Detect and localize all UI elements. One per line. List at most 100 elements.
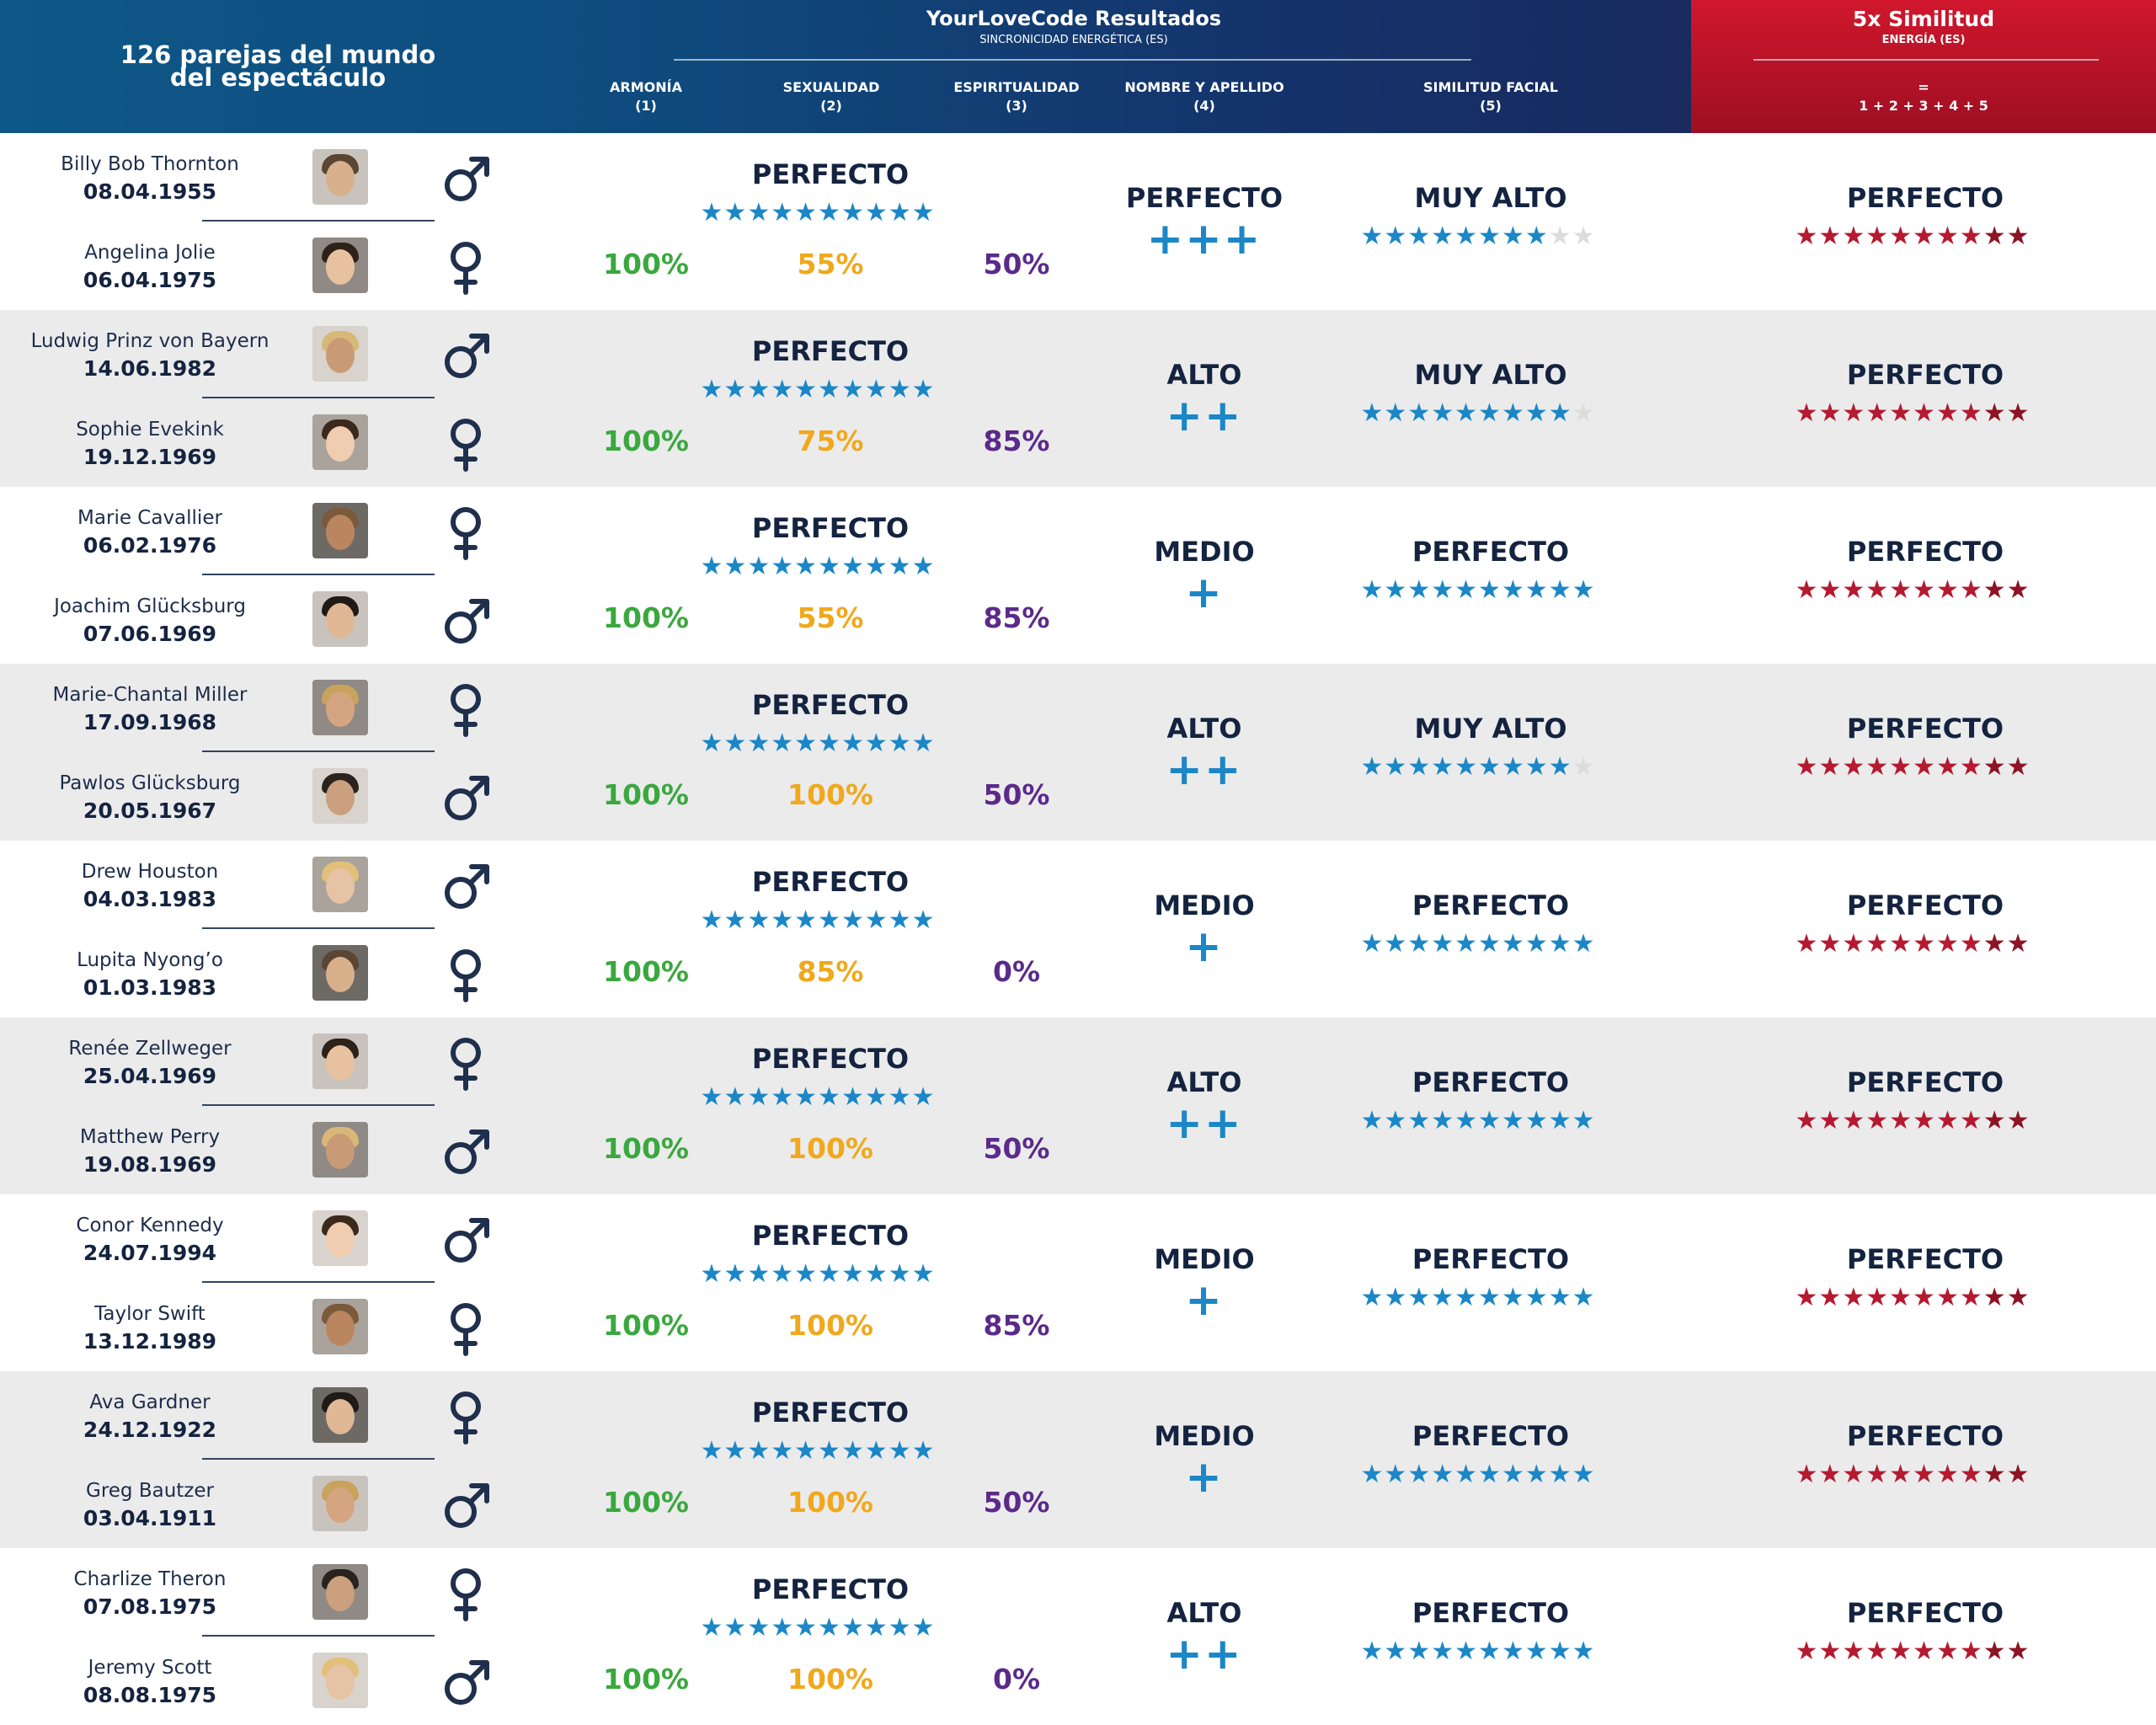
person-birthdate: 13.12.1989 [83,1329,217,1354]
avatar-face [326,338,355,373]
facial-stars: ★★★★★★★★★★ [1361,1639,1621,1664]
star-icon: ★ [1572,1637,1596,1666]
person-birthdate: 01.03.1983 [83,975,217,1000]
header-col-nombre: NOMBRE Y APELLIDO [1124,79,1284,95]
star-icon: ★ [1959,575,1983,605]
energy-rating-label: PERFECTO [751,158,910,190]
facial-rating-label: PERFECTO [1412,889,1570,921]
person-name: Joachim Glücksburg [54,595,246,617]
star-icon: ★ [864,198,889,227]
male-symbol-icon [438,1653,497,1705]
star-icon: ★ [888,905,912,935]
facial-rating-label: PERFECTO [1412,1243,1570,1275]
female-symbol-icon [438,415,497,472]
star-icon: ★ [700,375,724,404]
star-icon: ★ [1501,1460,1525,1489]
sexualidad-percent: 100% [787,778,873,811]
header-left-title-line1: 126 parejas del mundo [120,40,436,69]
female-symbol-icon [438,1300,497,1356]
star-icon: ★ [1959,1637,1983,1666]
female-symbol-icon [438,504,497,560]
star-icon: ★ [818,552,841,581]
star-icon: ★ [1959,1283,1983,1312]
star-icon: ★ [1431,222,1455,251]
star-icon: ★ [1548,398,1572,428]
star-icon: ★ [1407,1283,1432,1312]
star-icon: ★ [1935,1106,1960,1135]
star-icon: ★ [1431,1106,1455,1135]
star-icon: ★ [888,1259,912,1289]
avatar [312,945,368,1001]
star-icon: ★ [1795,752,1819,782]
energy-stars: ★★★★★★★★★★ [701,377,961,403]
star-icon: ★ [1795,222,1819,251]
star-icon: ★ [1501,575,1525,605]
star-icon: ★ [2006,929,2031,959]
star-icon: ★ [794,1082,819,1112]
star-icon: ★ [1454,222,1479,251]
sexualidad-percent: 75% [797,425,864,457]
avatar [312,768,368,824]
star-icon: ★ [1889,575,1913,605]
star-icon: ★ [1889,1106,1913,1135]
star-icon: ★ [1913,1637,1936,1666]
total-stars: ★★★★★★★★★★ [1796,1462,2056,1487]
star-icon: ★ [794,905,819,935]
facial-stars: ★★★★★★★★★★ [1361,932,1621,957]
star-icon: ★ [723,1613,748,1642]
total-stars: ★★★★★★★★★★ [1796,1285,2056,1311]
sexualidad-percent: 55% [797,601,864,634]
star-icon: ★ [700,1613,724,1642]
star-icon: ★ [864,1082,889,1112]
star-icon: ★ [1407,575,1432,605]
header-col-espiritualidad: ESPIRITUALIDAD [953,79,1080,95]
star-icon: ★ [1360,1283,1385,1312]
person-name: Ava Gardner [89,1391,211,1413]
star-icon: ★ [1572,752,1596,782]
star-icon: ★ [723,375,748,404]
star-icon: ★ [723,1259,748,1289]
total-stars: ★★★★★★★★★★ [1796,224,2056,249]
star-icon: ★ [747,1613,771,1642]
star-icon: ★ [1524,1460,1549,1489]
star-icon: ★ [1501,752,1525,782]
espiritualidad-percent: 50% [983,1132,1050,1165]
star-icon: ★ [723,1082,748,1112]
star-icon: ★ [864,375,889,404]
person-name: Marie Cavallier [77,507,222,529]
total-stars: ★★★★★★★★★★ [1796,932,2056,957]
star-icon: ★ [818,1436,841,1466]
female-symbol-icon [438,1565,497,1621]
header-right-divider [1753,59,2099,61]
avatar-face [326,1222,355,1258]
name-rating-plus-icon: ++ [1166,1629,1243,1680]
star-icon: ★ [2006,1283,2031,1312]
star-icon: ★ [794,1613,819,1642]
star-icon: ★ [1407,1460,1432,1489]
energy-rating-label: PERFECTO [751,1220,910,1252]
star-icon: ★ [1478,1460,1502,1489]
star-icon: ★ [1983,929,2007,959]
star-icon: ★ [1935,575,1960,605]
star-icon: ★ [1360,1106,1385,1135]
star-icon: ★ [1818,1637,1843,1666]
name-rating-plus-icon: ++ [1166,391,1243,441]
star-icon: ★ [747,1082,771,1112]
person-birthdate: 25.04.1969 [83,1064,217,1088]
star-icon: ★ [1384,1283,1408,1312]
female-symbol-icon [438,1388,497,1445]
star-icon: ★ [1478,222,1502,251]
star-icon: ★ [1478,1106,1502,1135]
star-icon: ★ [1572,575,1596,605]
male-symbol-icon [438,592,497,644]
total-rating-label: PERFECTO [1846,1066,2004,1098]
star-icon: ★ [1935,398,1960,428]
facial-stars: ★★★★★★★★★★ [1361,401,1621,426]
avatar [312,857,368,912]
star-icon: ★ [1384,575,1408,605]
star-icon: ★ [1795,398,1819,428]
sexualidad-percent: 85% [797,955,864,988]
avatar [312,1299,368,1354]
star-icon: ★ [841,198,865,227]
avatar [312,1476,368,1531]
